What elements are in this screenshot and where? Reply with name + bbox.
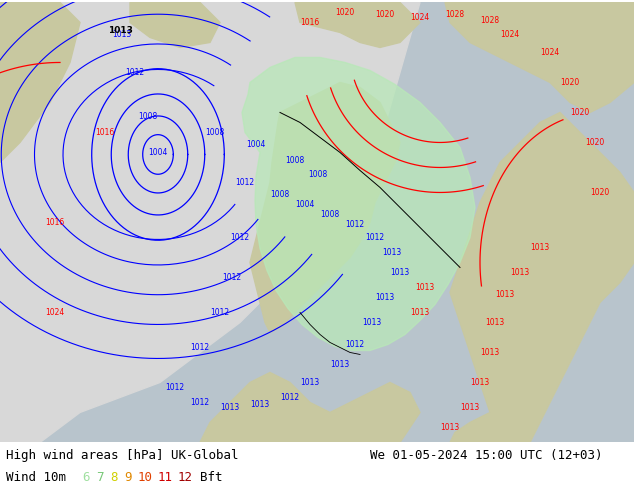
Polygon shape bbox=[130, 2, 220, 48]
Text: 1024: 1024 bbox=[46, 308, 65, 317]
Text: 1024: 1024 bbox=[540, 48, 560, 57]
Text: 1020: 1020 bbox=[571, 108, 590, 117]
Polygon shape bbox=[450, 113, 634, 442]
Polygon shape bbox=[450, 383, 530, 442]
Text: 1013: 1013 bbox=[510, 268, 529, 277]
Text: We 01-05-2024 15:00 UTC (12+03): We 01-05-2024 15:00 UTC (12+03) bbox=[370, 449, 602, 463]
Text: 1012: 1012 bbox=[210, 308, 230, 317]
Text: 1013: 1013 bbox=[441, 423, 460, 432]
Text: 1013: 1013 bbox=[330, 360, 349, 369]
Text: 12: 12 bbox=[178, 471, 193, 485]
Text: 1012: 1012 bbox=[346, 340, 365, 349]
Text: 1012: 1012 bbox=[165, 383, 184, 392]
Text: 1020: 1020 bbox=[335, 8, 354, 17]
Text: 1008: 1008 bbox=[270, 190, 290, 199]
Text: 10: 10 bbox=[138, 471, 153, 485]
Text: 1012: 1012 bbox=[223, 273, 242, 282]
Text: 11: 11 bbox=[158, 471, 173, 485]
Polygon shape bbox=[0, 2, 80, 163]
Text: 1008: 1008 bbox=[320, 210, 340, 219]
Polygon shape bbox=[250, 82, 400, 332]
Text: 6: 6 bbox=[82, 471, 89, 485]
Text: 1012: 1012 bbox=[126, 68, 145, 77]
Text: 1013: 1013 bbox=[410, 308, 430, 317]
Text: 8: 8 bbox=[110, 471, 117, 485]
Text: 1013: 1013 bbox=[481, 348, 500, 357]
Text: 1013: 1013 bbox=[301, 378, 320, 387]
Polygon shape bbox=[295, 2, 420, 48]
Text: 1013: 1013 bbox=[391, 268, 410, 277]
Text: 1004: 1004 bbox=[247, 140, 266, 149]
Text: 1020: 1020 bbox=[560, 78, 579, 87]
Text: 1004: 1004 bbox=[295, 200, 314, 209]
Text: 1024: 1024 bbox=[410, 13, 430, 22]
Polygon shape bbox=[0, 2, 420, 442]
Text: 9: 9 bbox=[124, 471, 131, 485]
Text: 1008: 1008 bbox=[285, 156, 304, 165]
Text: 1013: 1013 bbox=[363, 318, 382, 327]
Polygon shape bbox=[445, 2, 634, 113]
Text: 1013: 1013 bbox=[495, 290, 515, 299]
Text: 1013: 1013 bbox=[470, 378, 489, 387]
Polygon shape bbox=[242, 57, 475, 350]
Text: 1004: 1004 bbox=[148, 148, 167, 157]
Text: 1020: 1020 bbox=[585, 138, 605, 147]
Text: 1013: 1013 bbox=[221, 403, 240, 412]
Text: 1012: 1012 bbox=[235, 178, 255, 187]
Text: 1016: 1016 bbox=[46, 218, 65, 227]
Text: 1013: 1013 bbox=[108, 26, 133, 35]
Text: 1013: 1013 bbox=[375, 293, 394, 302]
Text: 1028: 1028 bbox=[446, 10, 465, 19]
Text: 1013: 1013 bbox=[112, 30, 132, 39]
Text: 1012: 1012 bbox=[230, 233, 250, 242]
Text: 1012: 1012 bbox=[346, 220, 365, 229]
Text: 1008: 1008 bbox=[205, 128, 224, 137]
Text: 1028: 1028 bbox=[481, 16, 500, 25]
Text: 7: 7 bbox=[96, 471, 103, 485]
Text: 1016: 1016 bbox=[95, 128, 115, 137]
Text: 1013: 1013 bbox=[382, 248, 401, 257]
Text: Bft: Bft bbox=[200, 471, 223, 485]
Text: High wind areas [hPa] UK-Global: High wind areas [hPa] UK-Global bbox=[6, 449, 238, 463]
Text: 1020: 1020 bbox=[375, 10, 394, 19]
Polygon shape bbox=[200, 372, 420, 442]
Text: 1012: 1012 bbox=[365, 233, 385, 242]
Text: 1020: 1020 bbox=[590, 188, 610, 197]
Text: Wind 10m: Wind 10m bbox=[6, 471, 66, 485]
Text: 1013: 1013 bbox=[460, 403, 480, 412]
Text: 1013: 1013 bbox=[486, 318, 505, 327]
Text: 1013: 1013 bbox=[531, 243, 550, 252]
Text: 1013: 1013 bbox=[250, 400, 269, 409]
Text: 1024: 1024 bbox=[500, 30, 520, 39]
Text: 1013: 1013 bbox=[415, 283, 435, 292]
Text: 1012: 1012 bbox=[190, 398, 210, 407]
Text: 1012: 1012 bbox=[190, 343, 210, 352]
Text: 1008: 1008 bbox=[138, 112, 158, 121]
Text: 1008: 1008 bbox=[308, 170, 328, 179]
Text: 1016: 1016 bbox=[301, 18, 320, 27]
Text: 1012: 1012 bbox=[280, 393, 299, 402]
